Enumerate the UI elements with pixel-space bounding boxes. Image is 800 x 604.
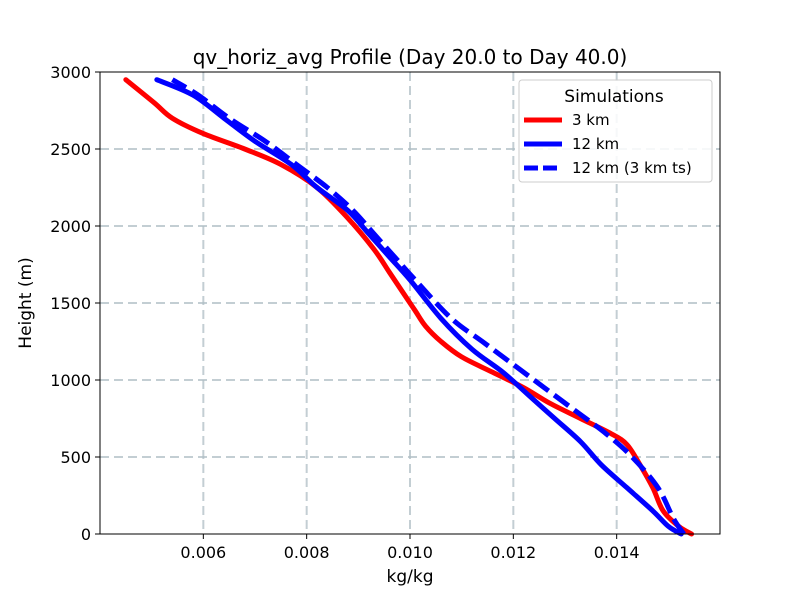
y-tick-label: 3000 <box>50 63 91 82</box>
legend-label: 3 km <box>572 111 610 129</box>
y-tick-label: 0 <box>81 525 91 544</box>
y-tick-label: 500 <box>60 448 91 467</box>
x-axis-label: kg/kg <box>387 567 434 587</box>
y-tick-label: 2500 <box>50 140 91 159</box>
legend-title: Simulations <box>564 87 664 107</box>
chart-title: qv_horiz_avg Profile (Day 20.0 to Day 40… <box>193 45 628 69</box>
x-tick-label: 0.010 <box>387 543 433 562</box>
series-layer <box>123 77 695 537</box>
x-tick-label: 0.014 <box>594 543 640 562</box>
legend: Simulations 3 km 12 km 12 km (3 km ts) <box>518 79 713 183</box>
x-tick-label: 0.008 <box>284 543 330 562</box>
legend-label: 12 km (3 km ts) <box>572 159 692 177</box>
series-line-12-km <box>154 77 684 537</box>
y-tick-label: 2000 <box>50 217 91 236</box>
x-tick-label: 0.012 <box>490 543 536 562</box>
legend-label: 12 km <box>572 135 619 153</box>
y-tick-label: 1000 <box>50 371 91 390</box>
y-tick-label: 1500 <box>50 294 91 313</box>
x-tick-label: 0.006 <box>180 543 226 562</box>
ticks-layer: 0.006 0.008 0.010 0.012 0.014 0 500 1000 1500 200… <box>50 63 639 562</box>
legend-box <box>518 79 713 183</box>
series-line-12-km-3-km-ts <box>171 77 686 536</box>
y-axis-label: Height (m) <box>16 257 36 348</box>
